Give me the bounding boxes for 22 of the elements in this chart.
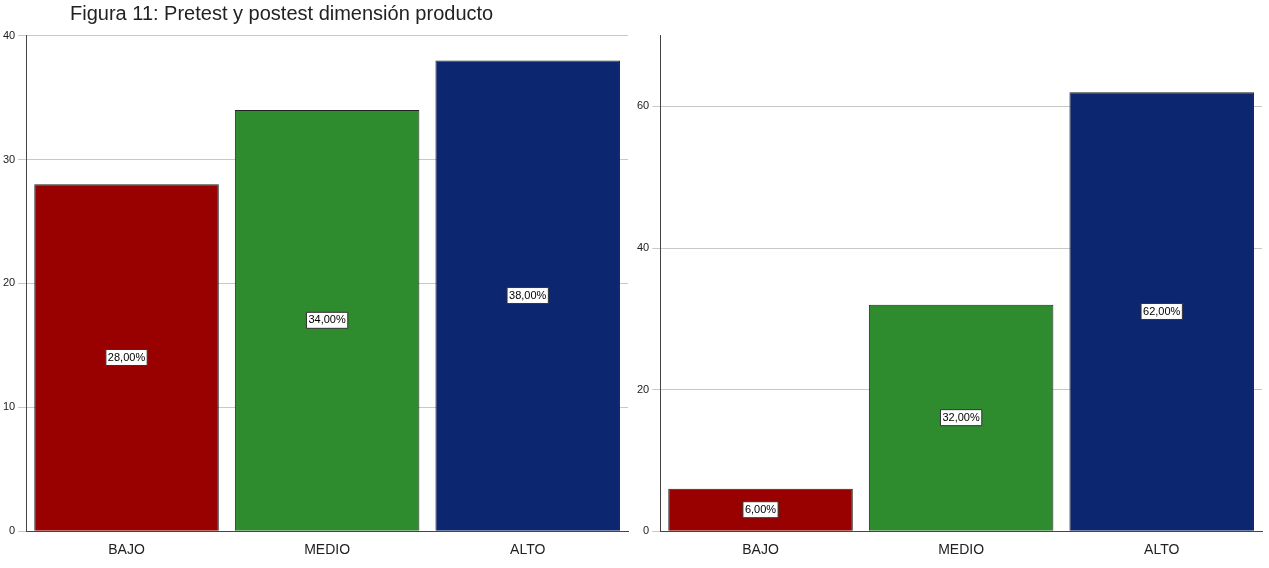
x-tick-label: ALTO [510,541,546,558]
y-tick-label: 10 [2,400,16,413]
x-tick-label: BAJO [108,541,145,558]
data-label: 34,00% [308,313,346,326]
y-tick-label: 20 [636,382,650,395]
y-tick-label: 30 [2,152,16,165]
x-tick-label: BAJO [742,541,779,558]
data-label: 62,00% [1143,304,1181,317]
chart-title: Figura 11: Pretest y postest dimensión producto [69,1,495,26]
y-tick-label: 60 [636,99,650,112]
x-tick-label: ALTO [1144,541,1180,558]
y-tick-label: 0 [9,524,16,537]
data-label: 38,00% [509,288,547,301]
data-label: 32,00% [942,410,980,423]
y-tick-label: 40 [636,241,650,254]
y-tick-label: 0 [643,524,650,537]
data-label: 6,00% [744,502,777,515]
data-label: 28,00% [107,350,146,363]
y-tick-label: 20 [2,276,16,289]
x-tick-label: MEDIO [304,541,351,558]
y-tick-label: 40 [2,28,16,41]
x-tick-label: MEDIO [938,541,985,558]
